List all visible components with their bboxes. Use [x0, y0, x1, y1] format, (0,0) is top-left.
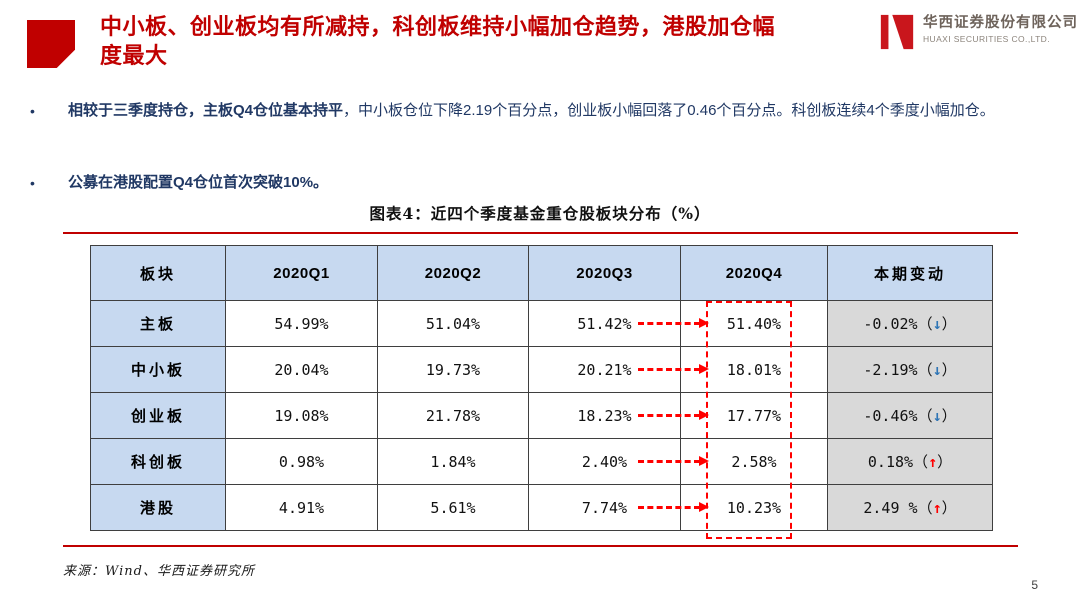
change-value: -0.02%	[863, 315, 918, 333]
trend-down-icon: ↓	[932, 407, 942, 425]
q1-value: 20.04%	[225, 346, 378, 393]
dashed-arrow-icon	[638, 410, 709, 420]
fund-allocation-table: 板块 2020Q1 2020Q2 2020Q3 2020Q4 本期变动 主板 5…	[90, 245, 993, 539]
q1-value: 0.98%	[225, 438, 378, 485]
paren-open: （	[917, 499, 933, 517]
paren-close: ）	[941, 499, 957, 517]
dashed-arrow-icon	[638, 456, 709, 466]
paren-open: （	[917, 407, 933, 425]
change-cell: -2.19%（↓）	[827, 346, 993, 393]
row-label: 中小板	[90, 346, 226, 393]
trend-down-icon: ↓	[932, 361, 942, 379]
table-row-sme: 中小板 20.04% 19.73% 20.21% 18.01% -2.19%（↓…	[90, 346, 993, 393]
change-value: -2.19%	[863, 361, 918, 379]
source-note: 来源：Wind、华西证券研究所	[63, 564, 255, 579]
row-label: 科创板	[90, 438, 226, 485]
col-header-2020q4: 2020Q4	[680, 245, 828, 301]
trend-up-icon: ↑	[932, 499, 942, 517]
change-value: 0.18%	[867, 453, 914, 471]
dashed-arrow-icon	[638, 364, 709, 374]
q2-value: 51.04%	[377, 300, 529, 347]
q3-value: 18.23%	[528, 392, 681, 439]
bullet-text: 公募在港股配置Q4仓位首次突破10%。	[68, 170, 328, 196]
bullet-dot-icon: •	[30, 103, 35, 119]
col-header-board: 板块	[90, 245, 226, 301]
q4-value: 10.23%	[680, 484, 828, 531]
q2-value: 5.61%	[377, 484, 529, 531]
table-row-chinext: 创业板 19.08% 21.78% 18.23% 17.77% -0.46%（↓…	[90, 392, 993, 439]
q1-value: 19.08%	[225, 392, 378, 439]
bullet-text-bold: 相较于三季度持仓，主板Q4仓位基本持平	[68, 102, 344, 119]
col-header-2020q2: 2020Q2	[377, 245, 529, 301]
table-row-hk: 港股 4.91% 5.61% 7.74% 10.23% 2.49 %（↑）	[90, 484, 993, 531]
bullet-dot-icon: •	[30, 175, 35, 191]
divider-line-bottom	[63, 545, 1018, 547]
paren-open: （	[913, 453, 929, 471]
q1-value: 4.91%	[225, 484, 378, 531]
q2-value: 21.78%	[377, 392, 529, 439]
table-row-mainboard: 主板 54.99% 51.04% 51.42% 51.40% -0.02%（↓）	[90, 300, 993, 347]
change-cell: 0.18%（↑）	[827, 438, 993, 485]
change-value: -0.46%	[863, 407, 918, 425]
col-header-change: 本期变动	[827, 245, 993, 301]
q2-value: 1.84%	[377, 438, 529, 485]
bullet-text-bold: 公募在港股配置Q4仓位首次突破10%。	[68, 174, 329, 191]
q1-value: 54.99%	[225, 300, 378, 347]
page-title: 中小板、创业板均有所减持，科创板维持小幅加仓趋势，港股加仓幅度最大	[100, 14, 776, 69]
trend-up-icon: ↑	[928, 453, 938, 471]
paren-close: ）	[941, 315, 957, 333]
title-marker-shape	[27, 20, 75, 68]
page-number: 5	[1031, 578, 1038, 592]
paren-open: （	[917, 315, 933, 333]
paren-close: ）	[937, 453, 953, 471]
col-header-2020q1: 2020Q1	[225, 245, 378, 301]
divider-line-top	[63, 232, 1018, 234]
bullet-item: • 公募在港股配置Q4仓位首次突破10%。	[30, 170, 1040, 196]
figure-caption: 图表4：近四个季度基金重仓股板块分布（%）	[369, 204, 711, 223]
q4-value: 2.58%	[680, 438, 828, 485]
bullet-text-regular: ，中小板仓位下降2.19个百分点，创业板小幅回落了0.46个百分点。科创板连续4…	[343, 102, 995, 119]
col-header-2020q3: 2020Q3	[528, 245, 681, 301]
paren-open: （	[917, 361, 933, 379]
company-name-cn: 华西证券股份有限公司	[923, 14, 1078, 31]
bullet-text: 相较于三季度持仓，主板Q4仓位基本持平，中小板仓位下降2.19个百分点，创业板小…	[68, 98, 995, 124]
dashed-arrow-icon	[638, 502, 709, 512]
bullet-item: • 相较于三季度持仓，主板Q4仓位基本持平，中小板仓位下降2.19个百分点，创业…	[30, 98, 1040, 124]
dashed-arrow-icon	[638, 318, 709, 328]
change-cell: -0.02%（↓）	[827, 300, 993, 347]
company-name-en: HUAXI SECURITIES CO.,LTD.	[923, 33, 1050, 44]
company-logo: 华西证券股份有限公司 HUAXI SECURITIES CO.,LTD.	[878, 12, 1078, 52]
row-label: 创业板	[90, 392, 226, 439]
row-label: 港股	[90, 484, 226, 531]
q2-value: 19.73%	[377, 346, 529, 393]
change-value: 2.49 %	[863, 499, 918, 517]
q4-value: 17.77%	[680, 392, 828, 439]
paren-close: ）	[941, 361, 957, 379]
change-cell: 2.49 %（↑）	[827, 484, 993, 531]
row-label: 主板	[90, 300, 226, 347]
table-row-star: 科创板 0.98% 1.84% 2.40% 2.58% 0.18%（↑）	[90, 438, 993, 485]
huaxi-logo-icon	[880, 14, 914, 50]
change-cell: -0.46%（↓）	[827, 392, 993, 439]
table-header-row: 板块 2020Q1 2020Q2 2020Q3 2020Q4 本期变动	[90, 245, 993, 301]
trend-down-icon: ↓	[932, 315, 942, 333]
paren-close: ）	[941, 407, 957, 425]
